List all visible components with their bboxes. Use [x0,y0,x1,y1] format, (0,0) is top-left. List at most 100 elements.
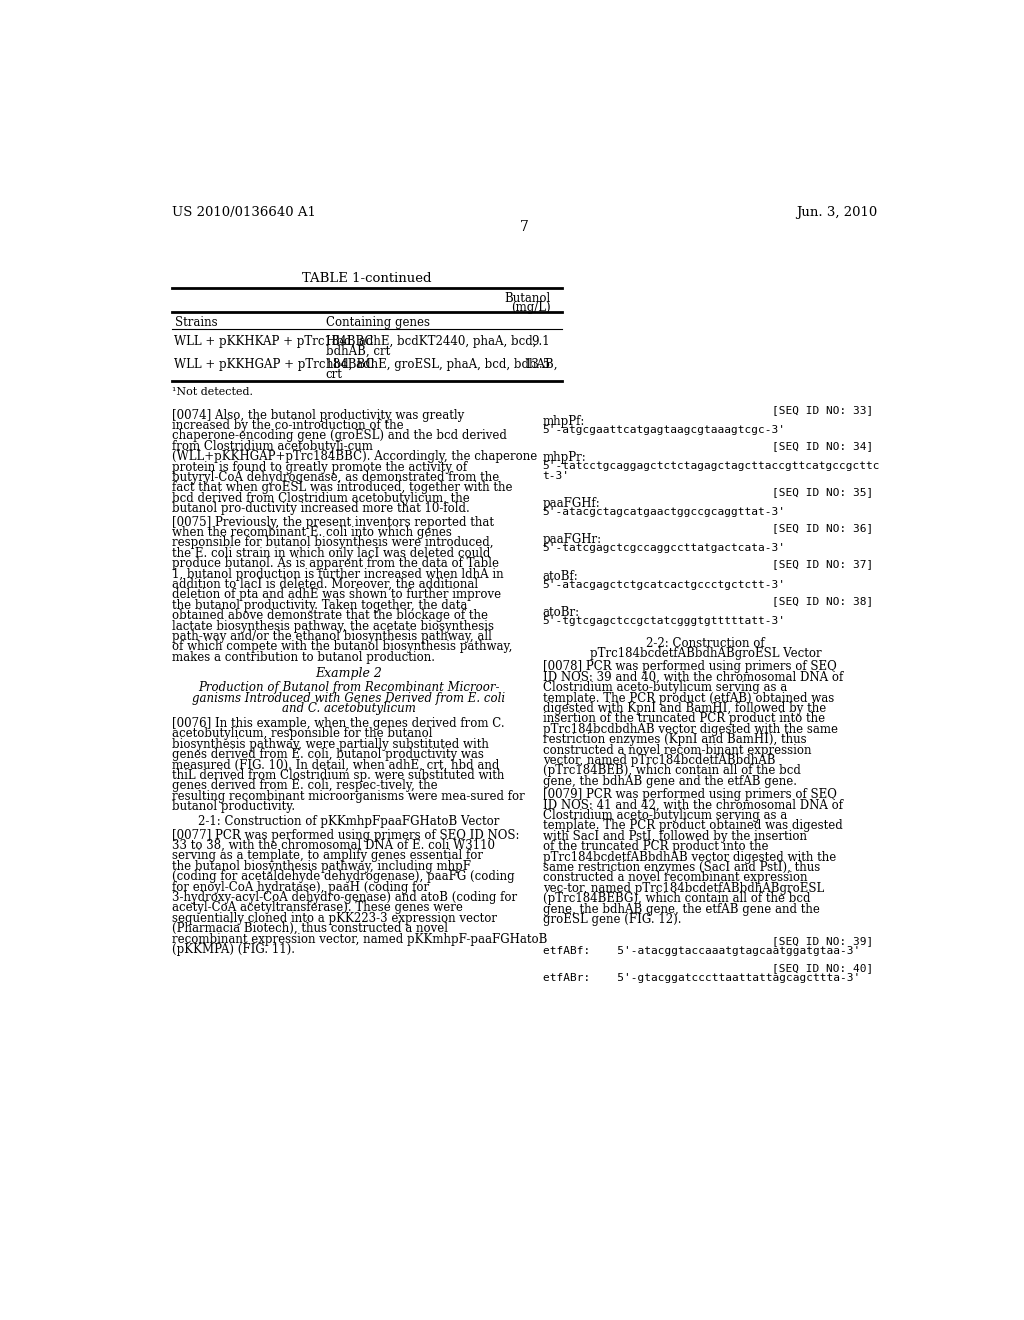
Text: 5'-tatcctgcaggagctctctagagctagcttaccgttcatgccgcttc: 5'-tatcctgcaggagctctctagagctagcttaccgttc… [543,461,880,471]
Text: hbd, adhE, groESL, phaA, bcd, bdhAB,: hbd, adhE, groESL, phaA, bcd, bdhAB, [326,358,557,371]
Text: ganisms Introduced with Genes Derived from E. coli: ganisms Introduced with Genes Derived fr… [193,692,506,705]
Text: pTrc184bcdbdhAB vector digested with the same: pTrc184bcdbdhAB vector digested with the… [543,723,838,735]
Text: 2-2: Construction of: 2-2: Construction of [646,636,765,649]
Text: from Clostridium acetobutyli-cum: from Clostridium acetobutyli-cum [172,440,373,453]
Text: [SEQ ID NO: 34]: [SEQ ID NO: 34] [772,441,873,451]
Text: recombinant expression vector, named pKKmhpF-paaFGHatoB: recombinant expression vector, named pKK… [172,933,548,945]
Text: butyryl-CoA dehydrogenase, as demonstrated from the: butyryl-CoA dehydrogenase, as demonstrat… [172,471,500,484]
Text: [SEQ ID NO: 35]: [SEQ ID NO: 35] [772,487,873,498]
Text: [SEQ ID NO: 38]: [SEQ ID NO: 38] [772,595,873,606]
Text: bdhAB, crt: bdhAB, crt [326,345,390,358]
Text: paaFGHr:: paaFGHr: [543,533,602,546]
Text: Production of Butanol from Recombinant Microor-: Production of Butanol from Recombinant M… [198,681,500,694]
Text: [0074] Also, the butanol productivity was greatly: [0074] Also, the butanol productivity wa… [172,409,465,421]
Text: (pKKMPA) (FIG. 11).: (pKKMPA) (FIG. 11). [172,942,295,956]
Text: same restriction enzymes (SacI and PstI), thus: same restriction enzymes (SacI and PstI)… [543,861,820,874]
Text: makes a contribution to butanol production.: makes a contribution to butanol producti… [172,651,435,664]
Text: template. The PCR product (etfAB) obtained was: template. The PCR product (etfAB) obtain… [543,692,834,705]
Text: deletion of pta and adhE was shown to further improve: deletion of pta and adhE was shown to fu… [172,589,502,602]
Text: Containing genes: Containing genes [326,317,430,329]
Text: 5'-atgcgaattcatgagtaagcgtaaagtcgc-3': 5'-atgcgaattcatgagtaagcgtaaagtcgc-3' [543,425,785,434]
Text: [SEQ ID NO: 39]: [SEQ ID NO: 39] [772,936,873,945]
Text: with SacI and PstI, followed by the insertion: with SacI and PstI, followed by the inse… [543,830,807,843]
Text: genes derived from E. coli, respec-tively, the: genes derived from E. coli, respec-tivel… [172,779,438,792]
Text: Hbd, adhE, bcdKT2440, phaA, bcd,: Hbd, adhE, bcdKT2440, phaA, bcd, [326,335,537,347]
Text: genes derived from E. coli, butanol productivity was: genes derived from E. coli, butanol prod… [172,748,484,762]
Text: Example 2: Example 2 [315,668,382,680]
Text: for enoyl-CoA hydratase), paaH (coding for: for enoyl-CoA hydratase), paaH (coding f… [172,880,429,894]
Text: 3-hydroxy-acyl-CoA dehydro-genase) and atoB (coding for: 3-hydroxy-acyl-CoA dehydro-genase) and a… [172,891,517,904]
Text: Clostridium aceto-butylicum serving as a: Clostridium aceto-butylicum serving as a [543,809,786,822]
Text: (pTrc184BEB), which contain all of the bcd: (pTrc184BEB), which contain all of the b… [543,764,801,777]
Text: increased by the co-introduction of the: increased by the co-introduction of the [172,418,403,432]
Text: atoBf:: atoBf: [543,570,579,582]
Text: the E. coli strain in which only lacI was deleted could: the E. coli strain in which only lacI wa… [172,546,490,560]
Text: acetyl-CoA acetyltransferase). These genes were: acetyl-CoA acetyltransferase). These gen… [172,902,463,915]
Text: US 2010/0136640 A1: US 2010/0136640 A1 [172,206,316,219]
Text: Clostridium aceto-butylicum serving as a: Clostridium aceto-butylicum serving as a [543,681,786,694]
Text: restriction enzymes (KpnI and BamHI), thus: restriction enzymes (KpnI and BamHI), th… [543,733,806,746]
Text: of which compete with the butanol biosynthesis pathway,: of which compete with the butanol biosyn… [172,640,513,653]
Text: (mg/L): (mg/L) [511,301,550,314]
Text: pTrc184bcdetfABbdhABgroESL Vector: pTrc184bcdetfABbdhABgroESL Vector [590,647,821,660]
Text: and C. acetobutylicum: and C. acetobutylicum [282,702,416,715]
Text: (pTrc184BEBG), which contain all of the bcd: (pTrc184BEBG), which contain all of the … [543,892,810,906]
Text: produce butanol. As is apparent from the data of Table: produce butanol. As is apparent from the… [172,557,499,570]
Text: 33 to 38, with the chromosomal DNA of E. coli W3110: 33 to 38, with the chromosomal DNA of E.… [172,840,496,853]
Text: [0075] Previously, the present inventors reported that: [0075] Previously, the present inventors… [172,516,495,529]
Text: butanol productivity.: butanol productivity. [172,800,295,813]
Text: etfABr:    5'-gtacggatcccttaattattagcagcttta-3': etfABr: 5'-gtacggatcccttaattattagcagcttt… [543,973,860,982]
Text: the butanol productivity. Taken together, the data: the butanol productivity. Taken together… [172,599,468,612]
Text: etfABf:    5'-atacggtaccaaatgtagcaatggatgtaa-3': etfABf: 5'-atacggtaccaaatgtagcaatggatgta… [543,945,860,956]
Text: crt: crt [326,368,342,381]
Text: 5'-tatcgagctcgccaggccttatgactcata-3': 5'-tatcgagctcgccaggccttatgactcata-3' [543,544,785,553]
Text: [0078] PCR was performed using primers of SEQ: [0078] PCR was performed using primers o… [543,660,837,673]
Text: chaperone-encoding gene (groESL) and the bcd derived: chaperone-encoding gene (groESL) and the… [172,429,507,442]
Text: (coding for acetaldehyde dehydrogenase), paaFG (coding: (coding for acetaldehyde dehydrogenase),… [172,870,515,883]
Text: Strains: Strains [174,317,217,329]
Text: 1, butanol production is further increased when ldhA in: 1, butanol production is further increas… [172,568,504,581]
Text: [SEQ ID NO: 36]: [SEQ ID NO: 36] [772,524,873,533]
Text: mhpPr:: mhpPr: [543,451,587,465]
Text: paaFGHf:: paaFGHf: [543,498,600,511]
Text: digested with KpnI and BamHI, followed by the: digested with KpnI and BamHI, followed b… [543,702,826,715]
Text: of the truncated PCR product into the: of the truncated PCR product into the [543,841,768,853]
Text: acetobutylicum, responsible for the butanol: acetobutylicum, responsible for the buta… [172,727,433,741]
Text: (Pharmacia Biotech), thus constructed a novel: (Pharmacia Biotech), thus constructed a … [172,923,449,936]
Text: bcd derived from Clostridium acetobutylicum, the: bcd derived from Clostridium acetobutyli… [172,492,470,504]
Text: lactate biosynthesis pathway, the acetate biosynthesis: lactate biosynthesis pathway, the acetat… [172,619,495,632]
Text: [SEQ ID NO: 40]: [SEQ ID NO: 40] [772,962,873,973]
Text: protein is found to greatly promote the activity of: protein is found to greatly promote the … [172,461,467,474]
Text: constructed a novel recom-binant expression: constructed a novel recom-binant express… [543,743,811,756]
Text: t-3': t-3' [543,471,569,480]
Text: WLL + pKKHKAP + pTrc184BBC: WLL + pKKHKAP + pTrc184BBC [174,335,374,347]
Text: sequentially cloned into a pKK223-3 expression vector: sequentially cloned into a pKK223-3 expr… [172,912,498,925]
Text: butanol pro-ductivity increased more that 10-fold.: butanol pro-ductivity increased more tha… [172,502,470,515]
Text: the butanol biosynthesis pathway, including mhpF: the butanol biosynthesis pathway, includ… [172,859,471,873]
Text: atoBr:: atoBr: [543,606,580,619]
Text: template. The PCR product obtained was digested: template. The PCR product obtained was d… [543,820,843,833]
Text: vector, named pTrc184bcdetfABbdhAB: vector, named pTrc184bcdetfABbdhAB [543,754,775,767]
Text: 5'-atacgagctctgcatcactgccctgctctt-3': 5'-atacgagctctgcatcactgccctgctctt-3' [543,579,785,590]
Text: 2-1: Construction of pKKmhpFpaaFGHatoB Vector: 2-1: Construction of pKKmhpFpaaFGHatoB V… [199,816,500,828]
Text: [SEQ ID NO: 33]: [SEQ ID NO: 33] [772,405,873,414]
Text: when the recombinant E. coli into which genes: when the recombinant E. coli into which … [172,527,452,539]
Text: resulting recombinant microorganisms were mea-sured for: resulting recombinant microorganisms wer… [172,789,525,803]
Text: serving as a template, to amplify genes essential for: serving as a template, to amplify genes … [172,850,483,862]
Text: Butanol: Butanol [504,292,550,305]
Text: vec-tor, named pTrc184bcdetfABbdhABgroESL: vec-tor, named pTrc184bcdetfABbdhABgroES… [543,882,824,895]
Text: fact that when groESL was introduced, together with the: fact that when groESL was introduced, to… [172,482,513,495]
Text: [SEQ ID NO: 37]: [SEQ ID NO: 37] [772,560,873,569]
Text: ID NOS: 39 and 40, with the chromosomal DNA of: ID NOS: 39 and 40, with the chromosomal … [543,671,843,684]
Text: responsible for butanol biosynthesis were introduced,: responsible for butanol biosynthesis wer… [172,536,494,549]
Text: mhpPf:: mhpPf: [543,414,585,428]
Text: gene, the bdhAB gene, the etfAB gene and the: gene, the bdhAB gene, the etfAB gene and… [543,903,819,916]
Text: [0077] PCR was performed using primers of SEQ ID NOS:: [0077] PCR was performed using primers o… [172,829,519,842]
Text: insertion of the truncated PCR product into the: insertion of the truncated PCR product i… [543,713,824,726]
Text: ¹Not detected.: ¹Not detected. [172,387,253,397]
Text: TABLE 1-continued: TABLE 1-continued [302,272,432,285]
Text: [0076] In this example, when the genes derived from C.: [0076] In this example, when the genes d… [172,717,505,730]
Text: groESL gene (FIG. 12).: groESL gene (FIG. 12). [543,913,681,927]
Text: 5'-atacgctagcatgaactggccgcaggttat-3': 5'-atacgctagcatgaactggccgcaggttat-3' [543,507,785,517]
Text: ID NOS: 41 and 42, with the chromosomal DNA of: ID NOS: 41 and 42, with the chromosomal … [543,799,843,812]
